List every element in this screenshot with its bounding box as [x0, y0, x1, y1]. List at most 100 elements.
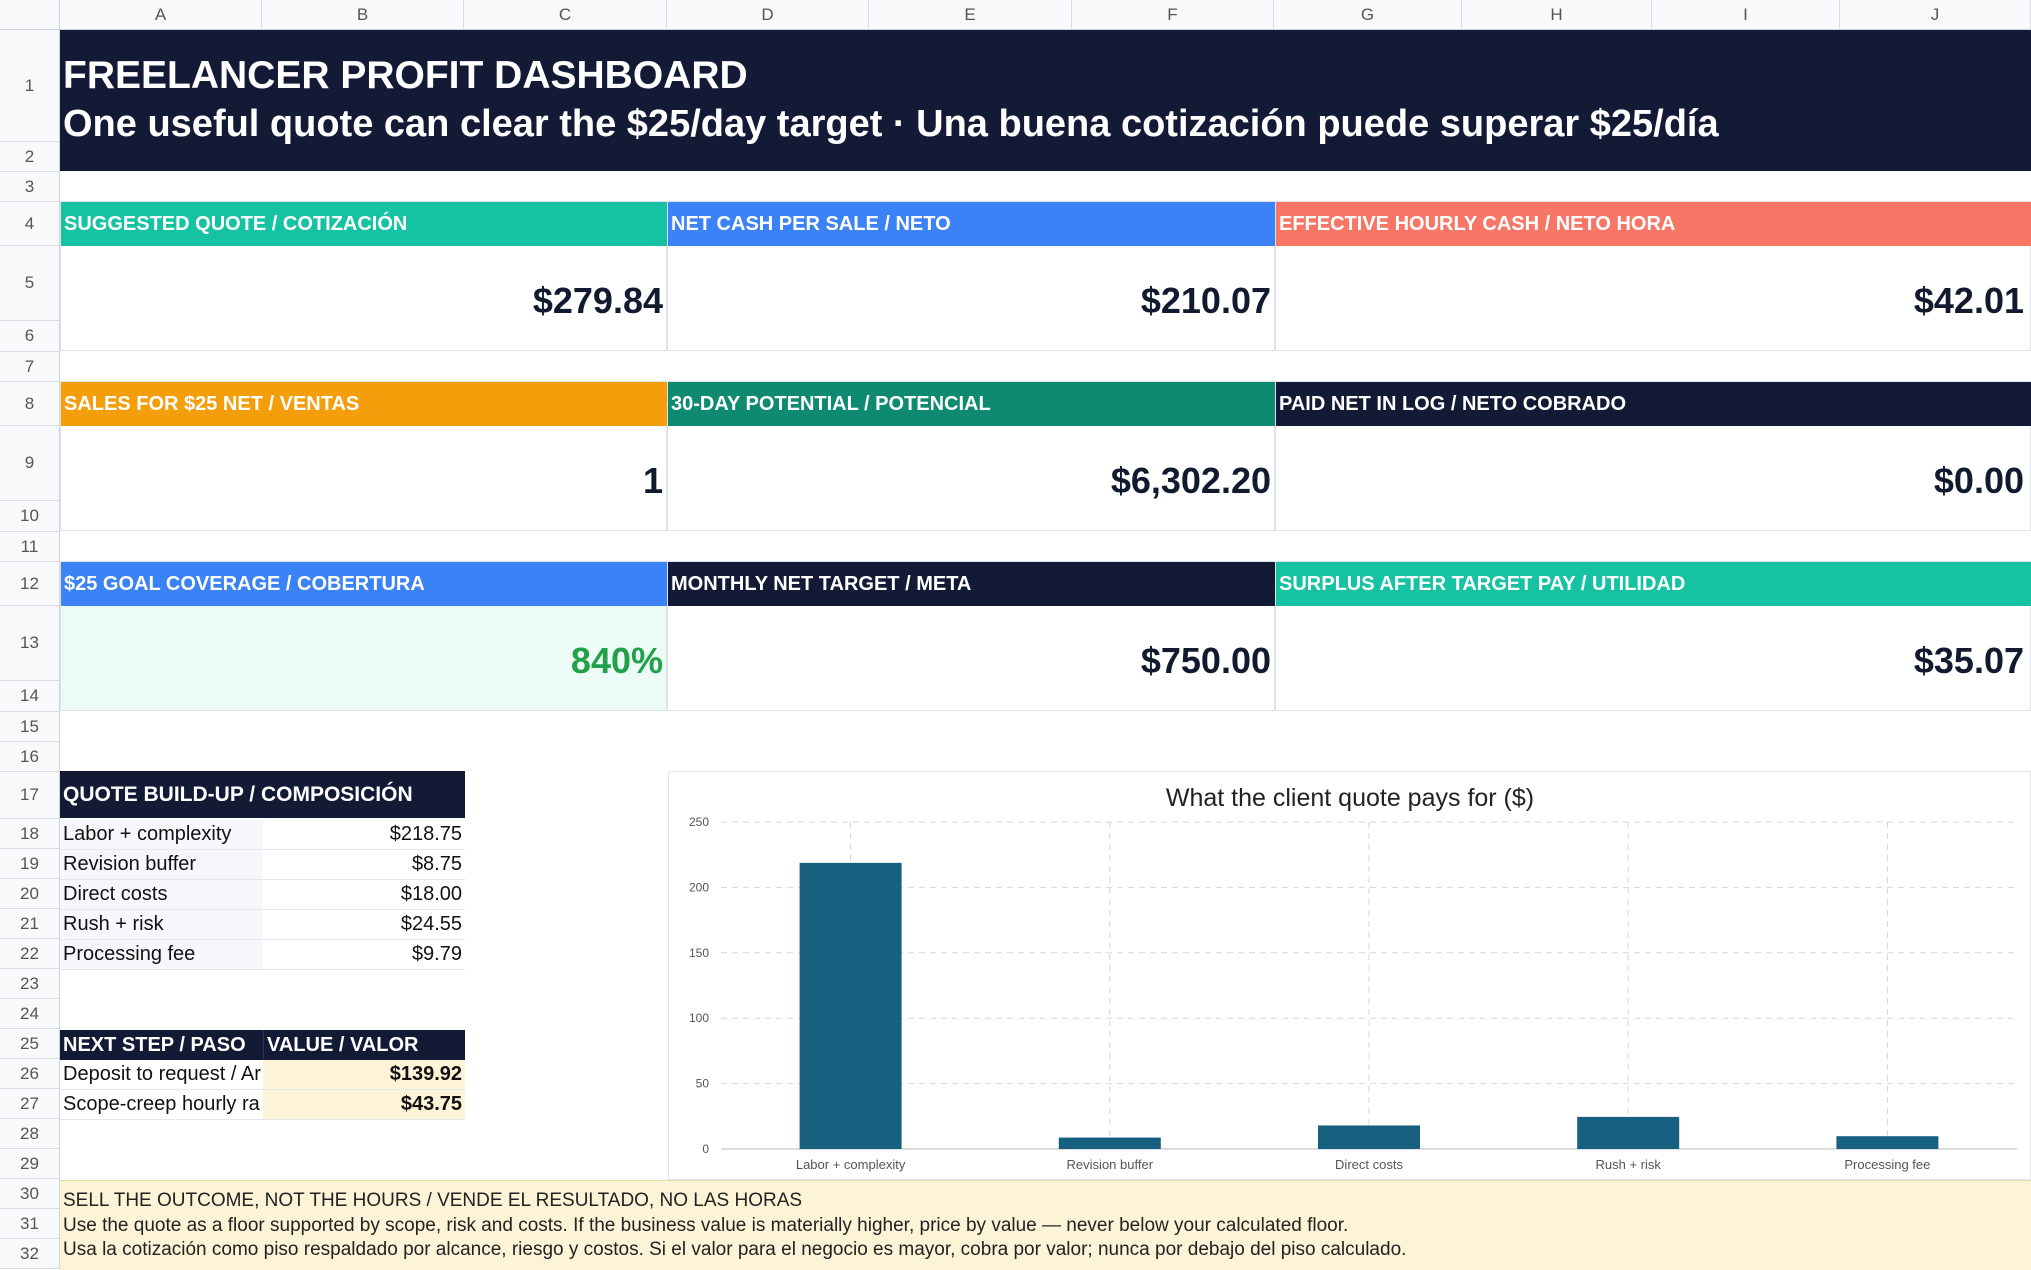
quote-buildup-value[interactable]: $18.00 — [263, 880, 465, 910]
bar-rush-risk[interactable] — [1577, 1116, 1680, 1149]
row-header-20[interactable]: 20 — [0, 879, 60, 909]
note-band — [60, 1180, 2031, 1270]
next-step-label[interactable]: Scope-creep hourly ra — [60, 1090, 263, 1120]
next-step-value[interactable]: $139.92 — [263, 1060, 465, 1090]
kpi-value: $42.01 — [1913, 280, 2024, 321]
row-header-32[interactable]: 32 — [0, 1239, 60, 1269]
kpi-value: 1 — [642, 460, 663, 501]
kpi-label: MONTHLY NET TARGET / META — [668, 562, 1277, 606]
kpi-value: $210.07 — [1140, 280, 1271, 321]
kpi-label: NET CASH PER SALE / NETO — [668, 202, 1277, 246]
kpi-label: SUGGESTED QUOTE / COTIZACIÓN — [61, 202, 669, 246]
next-step-header[interactable]: NEXT STEP / PASO — [60, 1030, 263, 1060]
note-line-english[interactable]: Use the quote as a floor supported by sc… — [63, 1215, 1349, 1236]
row-header-26[interactable]: 26 — [0, 1059, 60, 1089]
kpi-card-paid-net-in-log[interactable]: PAID NET IN LOG / NETO COBRADO $0.00 — [1275, 381, 2031, 531]
quote-buildup-value[interactable]: $8.75 — [263, 850, 465, 880]
select-all-corner[interactable] — [0, 0, 60, 30]
quote-buildup-label[interactable]: Processing fee — [60, 940, 263, 970]
title-band — [60, 30, 2031, 171]
kpi-card-goal-coverage[interactable]: $25 GOAL COVERAGE / COBERTURA 840% — [60, 561, 669, 711]
y-tick-label: 50 — [696, 1077, 710, 1091]
row-header-16[interactable]: 16 — [0, 742, 60, 772]
dashboard-title[interactable]: FREELANCER PROFIT DASHBOARD — [63, 54, 748, 97]
x-tick-label: Direct costs — [1335, 1157, 1403, 1172]
row-header-22[interactable]: 22 — [0, 939, 60, 969]
kpi-value: $279.84 — [532, 280, 663, 321]
kpi-value: 840% — [570, 640, 663, 681]
row-header-31[interactable]: 31 — [0, 1209, 60, 1239]
column-header-a[interactable]: A — [60, 0, 262, 30]
x-tick-label: Revision buffer — [1067, 1157, 1154, 1172]
column-header-j[interactable]: J — [1840, 0, 2031, 30]
row-header-23[interactable]: 23 — [0, 969, 60, 999]
kpi-label: SALES FOR $25 NET / VENTAS — [61, 382, 669, 426]
column-header-e[interactable]: E — [869, 0, 1072, 30]
quote-buildup-label[interactable]: Rush + risk — [60, 910, 263, 940]
row-header-14[interactable]: 14 — [0, 681, 60, 712]
quote-buildup-header[interactable]: QUOTE BUILD-UP / COMPOSICIÓN — [60, 771, 465, 818]
next-step-value-header[interactable]: VALUE / VALOR — [263, 1030, 465, 1060]
row-header-30[interactable]: 30 — [0, 1179, 60, 1209]
row-header-13[interactable]: 13 — [0, 606, 60, 681]
row-header-5[interactable]: 5 — [0, 246, 60, 321]
column-header-b[interactable]: B — [262, 0, 464, 30]
row-header-17[interactable]: 17 — [0, 772, 60, 819]
kpi-card-sales-for-25-net[interactable]: SALES FOR $25 NET / VENTAS 1 — [60, 381, 669, 531]
y-tick-label: 100 — [689, 1011, 709, 1025]
row-header-6[interactable]: 6 — [0, 321, 60, 352]
column-header-d[interactable]: D — [667, 0, 869, 30]
row-header-24[interactable]: 24 — [0, 999, 60, 1029]
note-heading[interactable]: SELL THE OUTCOME, NOT THE HOURS / VENDE … — [63, 1190, 803, 1211]
kpi-card-effective-hourly-cash[interactable]: EFFECTIVE HOURLY CASH / NETO HORA $42.01 — [1275, 201, 2031, 351]
kpi-value: $0.00 — [1933, 460, 2024, 501]
next-step-value[interactable]: $43.75 — [263, 1090, 465, 1120]
row-header-18[interactable]: 18 — [0, 819, 60, 849]
row-header-9[interactable]: 9 — [0, 426, 60, 501]
kpi-value: $750.00 — [1140, 640, 1271, 681]
quote-buildup-value[interactable]: $218.75 — [263, 820, 465, 850]
note-line-spanish[interactable]: Usa la cotización como piso respaldado p… — [63, 1239, 1407, 1260]
kpi-value: $6,302.20 — [1110, 460, 1271, 501]
row-header-2[interactable]: 2 — [0, 142, 60, 172]
row-header-29[interactable]: 29 — [0, 1149, 60, 1179]
row-header-19[interactable]: 19 — [0, 849, 60, 879]
row-header-4[interactable]: 4 — [0, 202, 60, 246]
row-header-12[interactable]: 12 — [0, 562, 60, 606]
bar-direct-costs[interactable] — [1318, 1125, 1420, 1149]
row-header-27[interactable]: 27 — [0, 1089, 60, 1119]
row-header-25[interactable]: 25 — [0, 1029, 60, 1059]
column-header-h[interactable]: H — [1462, 0, 1652, 30]
row-header-8[interactable]: 8 — [0, 382, 60, 426]
row-header-21[interactable]: 21 — [0, 909, 60, 939]
row-header-1[interactable]: 1 — [0, 30, 60, 142]
row-header-28[interactable]: 28 — [0, 1119, 60, 1149]
row-header-7[interactable]: 7 — [0, 352, 60, 382]
next-step-label[interactable]: Deposit to request / Ar — [60, 1060, 263, 1090]
bar-processing-fee[interactable] — [1836, 1136, 1939, 1149]
kpi-label: EFFECTIVE HOURLY CASH / NETO HORA — [1276, 202, 2031, 246]
column-header-g[interactable]: G — [1274, 0, 1462, 30]
bar-revision-buffer[interactable] — [1058, 1137, 1161, 1149]
quote-buildup-value[interactable]: $24.55 — [263, 910, 465, 940]
chart-title: What the client quote pays for ($) — [1166, 784, 1534, 812]
dashboard-subtitle[interactable]: One useful quote can clear the $25/day t… — [63, 103, 1719, 145]
quote-buildup-label[interactable]: Direct costs — [60, 880, 263, 910]
quote-buildup-label[interactable]: Labor + complexity — [60, 820, 263, 850]
row-header-15[interactable]: 15 — [0, 712, 60, 742]
column-header-c[interactable]: C — [464, 0, 667, 30]
kpi-card-monthly-net-target[interactable]: MONTHLY NET TARGET / META $750.00 — [667, 561, 1277, 711]
kpi-card-surplus-after-target[interactable]: SURPLUS AFTER TARGET PAY / UTILIDAD $35.… — [1275, 561, 2031, 711]
column-header-i[interactable]: I — [1652, 0, 1840, 30]
row-header-10[interactable]: 10 — [0, 501, 60, 532]
kpi-card-suggested-quote[interactable]: SUGGESTED QUOTE / COTIZACIÓN $279.84 — [60, 201, 669, 351]
quote-buildup-label[interactable]: Revision buffer — [60, 850, 263, 880]
row-header-11[interactable]: 11 — [0, 532, 60, 562]
kpi-card-net-cash-per-sale[interactable]: NET CASH PER SALE / NETO $210.07 — [667, 201, 1277, 351]
column-header-f[interactable]: F — [1072, 0, 1274, 30]
quote-buildup-value[interactable]: $9.79 — [263, 940, 465, 970]
bar-labor-complexity[interactable] — [799, 862, 902, 1149]
kpi-card-30-day-potential[interactable]: 30-DAY POTENTIAL / POTENCIAL $6,302.20 — [667, 381, 1277, 531]
quote-breakdown-chart[interactable]: What the client quote pays for ($) 0 50 10… — [668, 771, 2031, 1180]
row-header-3[interactable]: 3 — [0, 172, 60, 202]
